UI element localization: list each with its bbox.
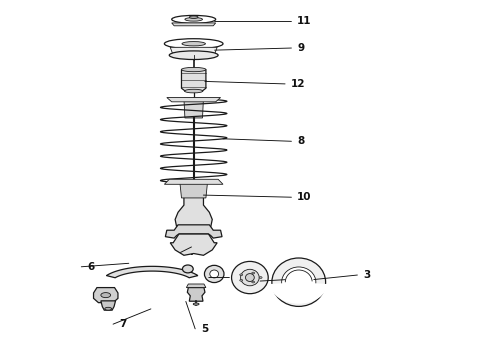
Text: 1: 1 xyxy=(235,273,243,283)
Ellipse shape xyxy=(240,279,243,281)
Ellipse shape xyxy=(245,274,254,282)
Polygon shape xyxy=(101,301,116,310)
Polygon shape xyxy=(167,98,220,102)
Polygon shape xyxy=(165,225,222,238)
Polygon shape xyxy=(187,288,205,301)
Text: 11: 11 xyxy=(297,17,312,27)
Text: 5: 5 xyxy=(201,324,208,334)
Polygon shape xyxy=(184,98,203,118)
Ellipse shape xyxy=(252,281,255,283)
Text: 9: 9 xyxy=(297,43,304,53)
Polygon shape xyxy=(180,184,207,198)
Ellipse shape xyxy=(172,15,216,23)
Ellipse shape xyxy=(241,269,259,286)
Ellipse shape xyxy=(182,265,193,273)
Text: 3: 3 xyxy=(363,270,370,280)
Polygon shape xyxy=(186,284,206,288)
Ellipse shape xyxy=(272,258,326,306)
Text: 10: 10 xyxy=(297,192,312,202)
Ellipse shape xyxy=(164,39,223,49)
Text: 4: 4 xyxy=(186,247,194,257)
Text: 2: 2 xyxy=(291,275,298,285)
Polygon shape xyxy=(172,23,216,26)
Ellipse shape xyxy=(193,303,199,305)
Polygon shape xyxy=(170,47,217,55)
Ellipse shape xyxy=(182,41,205,46)
Ellipse shape xyxy=(181,67,206,72)
Polygon shape xyxy=(181,69,206,91)
Ellipse shape xyxy=(101,293,111,298)
Ellipse shape xyxy=(282,267,316,297)
Polygon shape xyxy=(94,288,118,303)
Polygon shape xyxy=(106,266,198,278)
Ellipse shape xyxy=(189,16,198,18)
Ellipse shape xyxy=(259,276,262,278)
Wedge shape xyxy=(270,282,328,304)
Ellipse shape xyxy=(252,272,255,274)
Ellipse shape xyxy=(204,265,224,283)
Text: 12: 12 xyxy=(291,79,305,89)
Text: 7: 7 xyxy=(119,319,126,329)
Ellipse shape xyxy=(169,51,218,59)
Ellipse shape xyxy=(232,261,268,294)
Ellipse shape xyxy=(105,307,112,310)
Ellipse shape xyxy=(185,18,202,21)
Ellipse shape xyxy=(185,89,203,93)
Text: 6: 6 xyxy=(87,262,95,272)
Text: 8: 8 xyxy=(297,136,304,146)
Polygon shape xyxy=(164,179,223,184)
Polygon shape xyxy=(175,184,212,226)
Ellipse shape xyxy=(240,274,243,276)
Polygon shape xyxy=(170,234,217,255)
Ellipse shape xyxy=(210,270,219,278)
